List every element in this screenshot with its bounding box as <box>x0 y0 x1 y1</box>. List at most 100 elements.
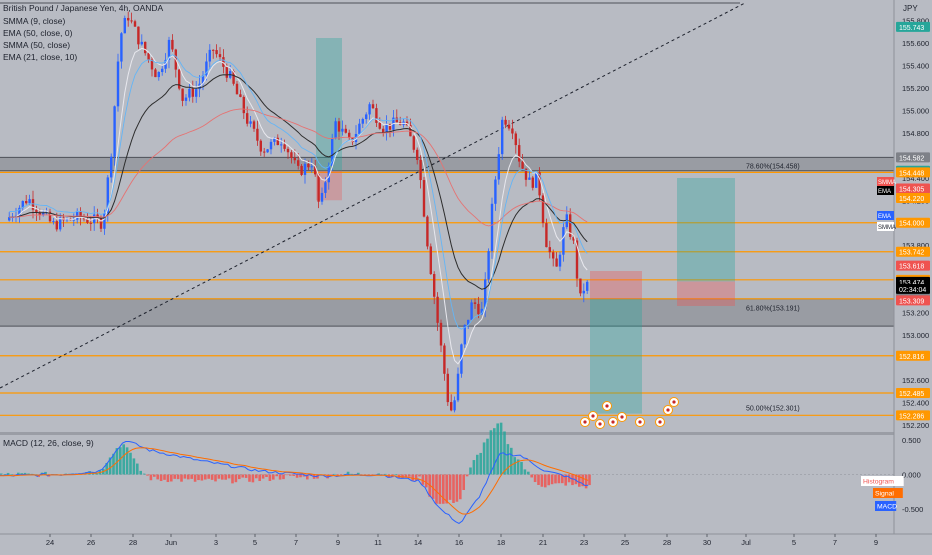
macd-legend-text: MACD <box>877 504 897 511</box>
candle-body <box>514 133 517 146</box>
ema-21-line <box>9 54 588 330</box>
candle-body <box>59 217 62 230</box>
macd-histogram-bar <box>561 474 564 484</box>
candle-body <box>99 218 103 229</box>
candle-body <box>137 26 140 45</box>
macd-histogram-bar <box>513 457 516 475</box>
symbol-title: British Pound / Japanese Yen, 4h, OANDA <box>3 3 164 13</box>
candle-body <box>144 41 147 54</box>
event-flag-dot <box>591 414 595 418</box>
macd-histogram-bar <box>482 442 486 475</box>
macd-histogram-bar <box>282 474 285 480</box>
macd-histogram-bar <box>146 474 149 476</box>
macd-histogram-bar <box>530 474 533 478</box>
candle-body <box>371 104 375 109</box>
price-tick-label: 155.200 <box>902 84 929 93</box>
candle-body <box>21 201 24 208</box>
price-label-text: 153.309 <box>899 298 924 305</box>
macd-histogram-bar <box>119 447 122 475</box>
legend-ema-21[interactable]: EMA (21, close, 10) <box>3 52 77 62</box>
horizontal-levels[interactable] <box>0 171 894 416</box>
fib-labels: 78.60%(154.458) 61.80%(153.191) 50.00%(152… <box>746 163 800 412</box>
legend-smma-50[interactable]: SMMA (50, close) <box>3 40 70 50</box>
candle-body <box>42 212 45 216</box>
macd-histogram-bar <box>394 474 397 475</box>
candle-body <box>450 402 453 411</box>
candle-body <box>116 61 120 107</box>
long-stop-zone[interactable] <box>677 281 735 306</box>
candle-body <box>572 236 575 241</box>
candle-body <box>167 39 171 60</box>
price-label-box <box>896 21 930 32</box>
price-tick-label: 152.400 <box>902 399 929 408</box>
macd-histogram-bar <box>30 473 34 475</box>
macd-histogram-bar <box>207 474 210 479</box>
price-label-text: 153.618 <box>899 264 924 271</box>
candle-body <box>283 144 286 149</box>
macd-histogram-bar <box>149 474 153 481</box>
short-target-zone[interactable] <box>590 298 642 414</box>
time-tick-label: 25 <box>621 538 629 547</box>
candle-body <box>303 163 307 175</box>
macd-histogram-bar <box>221 474 224 480</box>
candle-body <box>429 246 432 275</box>
short-stop-zone[interactable] <box>590 271 642 299</box>
long-target-zone[interactable] <box>677 178 735 282</box>
price-label-text: 153.742 <box>899 250 924 257</box>
macd-legend-box <box>875 501 897 511</box>
price-label-text: 152.816 <box>899 354 924 361</box>
macd-histogram-bar <box>6 472 10 475</box>
price-tick-label: 154.400 <box>902 174 929 183</box>
macd-histogram-bar <box>557 474 561 484</box>
time-tick-label: 5 <box>253 538 257 547</box>
macd-histogram-bar <box>527 471 530 475</box>
candle-body <box>232 71 235 84</box>
pane-separator[interactable] <box>0 432 932 435</box>
candle-body <box>518 145 521 162</box>
candle-body <box>38 212 41 216</box>
macd-histogram-bar <box>499 422 503 475</box>
candle-body <box>8 217 11 221</box>
macd-histogram-bar <box>302 474 306 477</box>
legend-ema-50[interactable]: EMA (50, close, 0) <box>3 28 73 38</box>
macd-histogram-bar <box>442 474 445 504</box>
candle-body <box>412 136 415 150</box>
macd-title[interactable]: MACD (12, 26, close, 9) <box>3 438 94 448</box>
candle-body <box>552 252 555 259</box>
price-label-text: 152.286 <box>899 413 924 420</box>
macd-histogram-bar <box>421 474 425 485</box>
series-tag-text: SMMA <box>878 225 896 231</box>
candle-body <box>110 156 113 178</box>
supply-zone <box>0 157 894 171</box>
price-tick-label: 153.000 <box>902 331 929 340</box>
candle-body <box>436 296 439 323</box>
time-tick-label: 9 <box>336 538 340 547</box>
macd-histogram-bar <box>115 448 119 475</box>
price-label-box <box>896 183 930 194</box>
macd-histogram-bar <box>343 474 346 475</box>
position-tools[interactable] <box>316 38 735 414</box>
macd-histogram-bar <box>136 463 139 475</box>
candle-body <box>157 72 160 78</box>
candle-body <box>55 221 58 230</box>
event-markers[interactable] <box>580 397 679 429</box>
macd-histogram-bar <box>173 474 176 479</box>
candle-body <box>188 88 191 98</box>
candle-body <box>273 137 276 142</box>
trendline[interactable] <box>0 2 746 389</box>
candle-body <box>388 123 392 130</box>
time-axis[interactable] <box>0 534 932 550</box>
position-target-zone[interactable] <box>316 38 342 171</box>
macd-histogram-bar <box>465 474 469 477</box>
macd-histogram-bar <box>108 457 112 475</box>
currency-label: JPY <box>903 4 918 13</box>
price-tick-label: 152.600 <box>902 376 929 385</box>
candle-body <box>344 128 347 133</box>
candle-body <box>569 214 572 237</box>
candle-body <box>161 68 164 73</box>
candle-body <box>490 203 494 252</box>
price-tick-label: 155.800 <box>902 17 929 26</box>
legend-smma-9[interactable]: SMMA (9, close) <box>3 16 66 26</box>
